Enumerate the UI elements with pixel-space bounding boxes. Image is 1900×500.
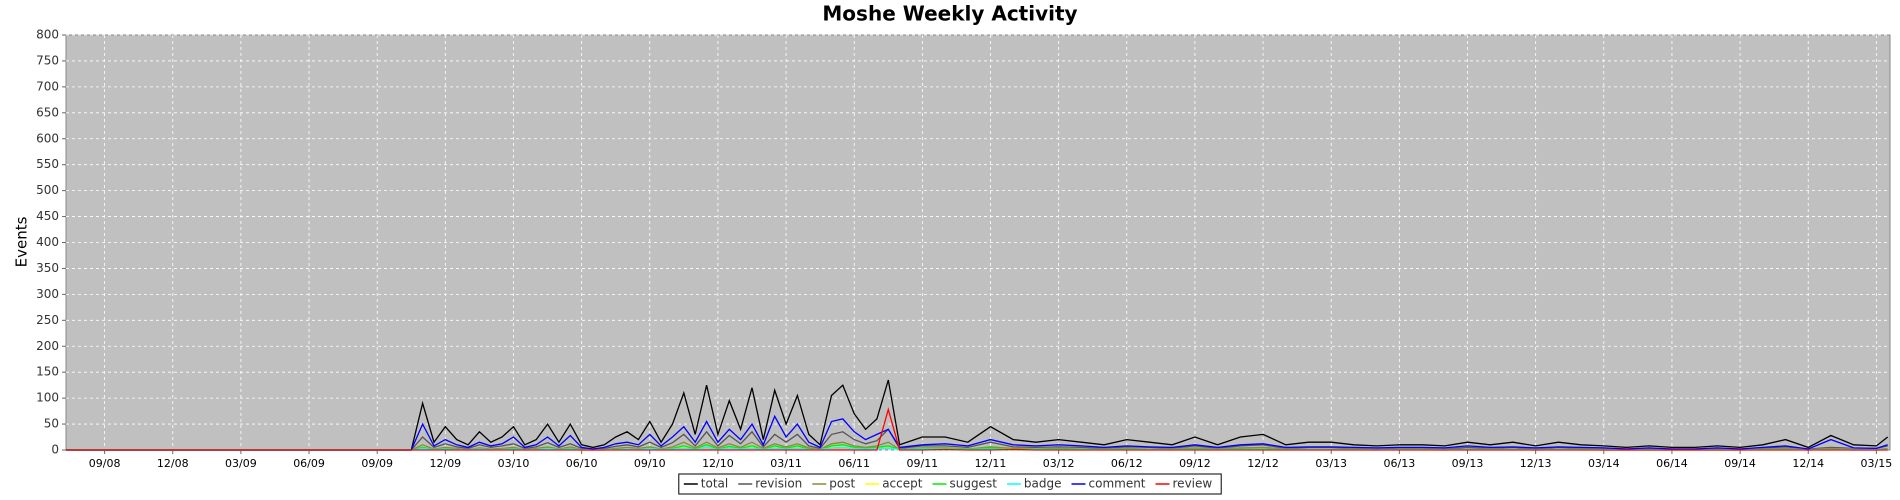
x-tick-label: 03/13 <box>1315 457 1347 470</box>
x-tick-label: 09/11 <box>906 457 938 470</box>
legend-label: accept <box>882 477 923 491</box>
x-tick-label: 09/09 <box>361 457 393 470</box>
x-tick-label: 06/14 <box>1656 457 1688 470</box>
y-tick-label: 100 <box>36 391 59 405</box>
y-tick-label: 750 <box>36 53 59 67</box>
legend-label: suggest <box>949 477 997 491</box>
x-tick-label: 09/13 <box>1452 457 1484 470</box>
x-tick-label: 12/09 <box>429 457 461 470</box>
legend-label: post <box>829 477 855 491</box>
legend-label: total <box>701 477 728 491</box>
x-tick-label: 03/09 <box>225 457 257 470</box>
legend-box <box>678 473 1222 495</box>
chart-title: Moshe Weekly Activity <box>822 2 1077 26</box>
y-tick-label: 150 <box>36 365 59 379</box>
x-tick-label: 12/11 <box>975 457 1007 470</box>
x-tick-label: 06/13 <box>1384 457 1416 470</box>
y-tick-label: 350 <box>36 261 59 275</box>
y-axis-label: Events <box>13 216 31 267</box>
x-tick-label: 09/08 <box>89 457 121 470</box>
x-tick-label: 09/14 <box>1724 457 1756 470</box>
series-line <box>66 379 1889 451</box>
legend-label: badge <box>1024 477 1062 491</box>
y-tick-label: 200 <box>36 339 59 353</box>
legend: total revision post accept suggest badge comme… <box>678 473 1222 495</box>
y-tick-label: 800 <box>36 28 59 42</box>
x-tick-label: 03/12 <box>1043 457 1075 470</box>
y-tick-label: 600 <box>36 131 59 145</box>
y-tick-label: 700 <box>36 79 59 93</box>
x-tick-label: 12/12 <box>1247 457 1279 470</box>
legend-label: comment <box>1089 477 1146 491</box>
x-tick-label: 09/12 <box>1179 457 1211 470</box>
x-tick-label: 06/11 <box>838 457 870 470</box>
y-tick-label: 650 <box>36 105 59 119</box>
x-tick-label: 06/12 <box>1111 457 1143 470</box>
y-tick-label: 50 <box>44 417 59 431</box>
y-tick-label: 300 <box>36 287 59 301</box>
x-tick-label: 03/15 <box>1861 457 1893 470</box>
x-tick-label: 09/10 <box>634 457 666 470</box>
y-tick-label: 450 <box>36 209 59 223</box>
x-tick-label: 12/10 <box>702 457 734 470</box>
x-tick-label: 12/08 <box>157 457 189 470</box>
series-line <box>66 414 1888 451</box>
x-tick-label: 12/13 <box>1520 457 1552 470</box>
y-tick-label: 250 <box>36 313 59 327</box>
x-tick-label: 03/14 <box>1588 457 1620 470</box>
x-tick-label: 12/14 <box>1792 457 1824 470</box>
y-tick-label: 400 <box>36 235 59 249</box>
x-tick-label: 03/10 <box>498 457 530 470</box>
y-tick-label: 550 <box>36 157 59 171</box>
y-tick-label: 0 <box>51 443 59 457</box>
x-tick-label: 06/09 <box>293 457 325 470</box>
x-tick-label: 03/11 <box>770 457 802 470</box>
series-line <box>66 407 1888 451</box>
y-tick-label: 500 <box>36 183 59 197</box>
legend-label: review <box>1173 477 1213 491</box>
x-tick-label: 06/10 <box>566 457 598 470</box>
legend-label: revision <box>755 477 802 491</box>
